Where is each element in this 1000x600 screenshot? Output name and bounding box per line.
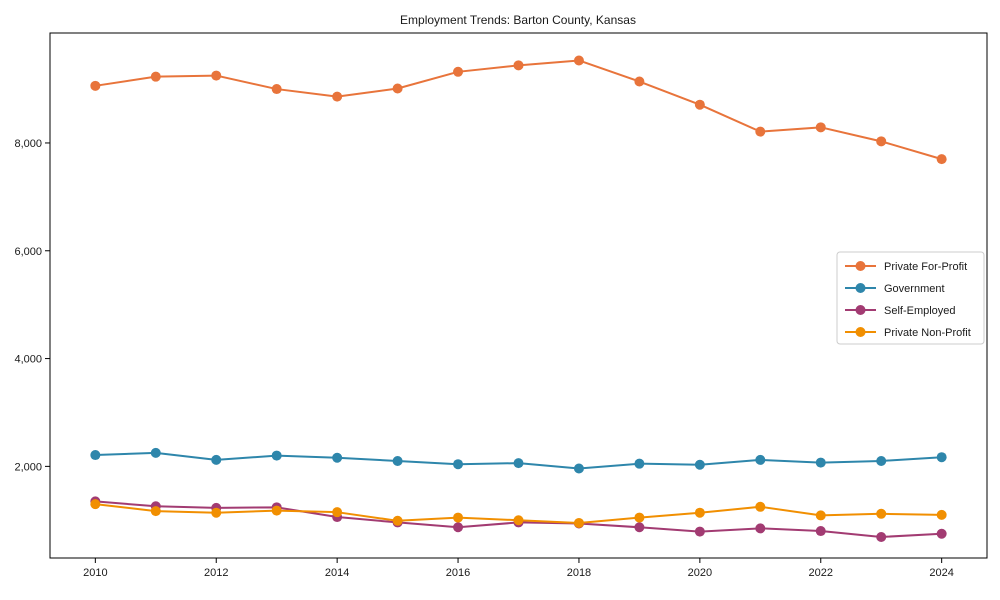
- data-point-self-employed: [876, 531, 887, 542]
- data-point-government: [634, 458, 645, 469]
- legend-label-private-for-profit: Private For-Profit: [884, 261, 967, 273]
- data-point-private-for-profit: [513, 60, 524, 71]
- data-point-private-non-profit: [392, 515, 403, 526]
- data-point-government: [573, 463, 584, 474]
- legend-swatch-marker-private-non-profit: [855, 327, 866, 337]
- data-point-private-non-profit: [573, 517, 584, 528]
- data-point-private-for-profit: [876, 136, 887, 147]
- x-tick-label: 2018: [567, 567, 591, 579]
- data-point-private-non-profit: [634, 512, 645, 523]
- y-tick-label: 2,000: [14, 461, 42, 473]
- data-point-self-employed: [815, 526, 826, 537]
- data-point-private-for-profit: [634, 76, 645, 87]
- data-point-private-for-profit: [453, 66, 464, 77]
- x-tick-label: 2020: [688, 567, 712, 579]
- data-point-private-for-profit: [332, 91, 343, 102]
- legend-label-self-employed: Self-Employed: [884, 305, 956, 317]
- x-tick-label: 2016: [446, 567, 470, 579]
- data-point-government: [90, 450, 101, 461]
- data-point-self-employed: [936, 528, 947, 539]
- data-point-government: [392, 455, 403, 466]
- x-tick-label: 2012: [204, 567, 228, 579]
- data-point-private-non-profit: [271, 505, 282, 516]
- data-point-government: [876, 455, 887, 466]
- data-point-private-non-profit: [755, 501, 766, 512]
- data-point-private-non-profit: [815, 510, 826, 521]
- data-point-government: [513, 458, 524, 469]
- data-point-private-non-profit: [211, 507, 222, 518]
- data-point-private-for-profit: [150, 71, 161, 82]
- legend-swatch-marker-self-employed: [855, 305, 866, 315]
- data-point-private-for-profit: [573, 55, 584, 66]
- y-tick-label: 8,000: [14, 138, 42, 150]
- data-point-government: [694, 459, 705, 470]
- data-point-private-non-profit: [453, 512, 464, 523]
- legend-label-government: Government: [884, 283, 945, 295]
- data-point-government: [211, 454, 222, 465]
- plot-area: 2,000 4,000 6,000 8,000 2010 2012 2014 2016 2018…: [14, 32, 988, 579]
- data-point-government: [936, 452, 947, 463]
- data-point-government: [815, 457, 826, 468]
- data-point-self-employed: [694, 526, 705, 537]
- data-point-private-for-profit: [90, 80, 101, 91]
- data-point-private-non-profit: [332, 507, 343, 518]
- axes-frame: [49, 32, 988, 559]
- data-point-government: [755, 454, 766, 465]
- data-point-government: [453, 459, 464, 470]
- y-tick-label: 4,000: [14, 354, 42, 366]
- data-point-private-non-profit: [936, 509, 947, 520]
- data-point-private-for-profit: [392, 83, 403, 94]
- data-point-private-non-profit: [876, 508, 887, 519]
- data-point-government: [150, 447, 161, 458]
- x-tick-label: 2014: [325, 567, 349, 579]
- data-point-self-employed: [634, 522, 645, 533]
- data-point-private-non-profit: [150, 506, 161, 517]
- data-point-private-for-profit: [271, 84, 282, 95]
- data-point-government: [271, 450, 282, 461]
- data-point-private-non-profit: [513, 515, 524, 526]
- data-point-private-non-profit: [694, 507, 705, 518]
- data-point-private-for-profit: [936, 154, 947, 165]
- y-tick-label: 6,000: [14, 246, 42, 258]
- data-point-private-for-profit: [815, 122, 826, 133]
- legend-box: [836, 251, 985, 345]
- data-point-private-for-profit: [694, 99, 705, 110]
- data-point-government: [332, 452, 343, 463]
- x-tick-label: 2022: [809, 567, 833, 579]
- legend-swatch-marker-private-for-profit: [855, 261, 866, 271]
- chart-title: Employment Trends: Barton County, Kansas: [400, 13, 636, 27]
- data-point-self-employed: [453, 522, 464, 533]
- data-point-private-for-profit: [211, 70, 222, 81]
- data-point-private-non-profit: [90, 499, 101, 510]
- x-tick-label: 2010: [83, 567, 107, 579]
- data-point-private-for-profit: [755, 126, 766, 137]
- legend-swatch-marker-government: [855, 283, 866, 293]
- legend-label-private-non-profit: Private Non-Profit: [884, 327, 971, 339]
- x-tick-label: 2024: [929, 567, 953, 579]
- data-point-self-employed: [755, 523, 766, 534]
- series-line-private-for-profit: [94, 59, 943, 161]
